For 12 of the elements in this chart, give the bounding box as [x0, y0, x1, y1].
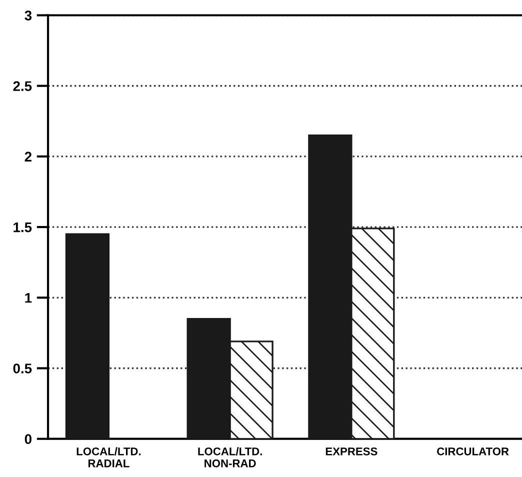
y-tick-label: 0.5 — [13, 364, 32, 374]
y-tick-label: 0 — [24, 434, 32, 444]
y-tick-label: 1.5 — [14, 222, 32, 232]
bar — [65, 233, 110, 439]
y-tick-label: 2.5 — [13, 81, 32, 92]
y-tick-label: 1 — [25, 293, 32, 303]
y-tick-label: 3 — [24, 10, 32, 20]
x-tick-label: EXPRESS — [326, 447, 378, 456]
x-tick-label: CIRCULATOR — [437, 447, 509, 456]
x-tick-label: LOCAL/LTD. NON-RAD — [198, 447, 262, 468]
y-tick-label: 2 — [24, 152, 32, 162]
x-tick-label: LOCAL/LTD. RADIAL — [76, 447, 141, 468]
